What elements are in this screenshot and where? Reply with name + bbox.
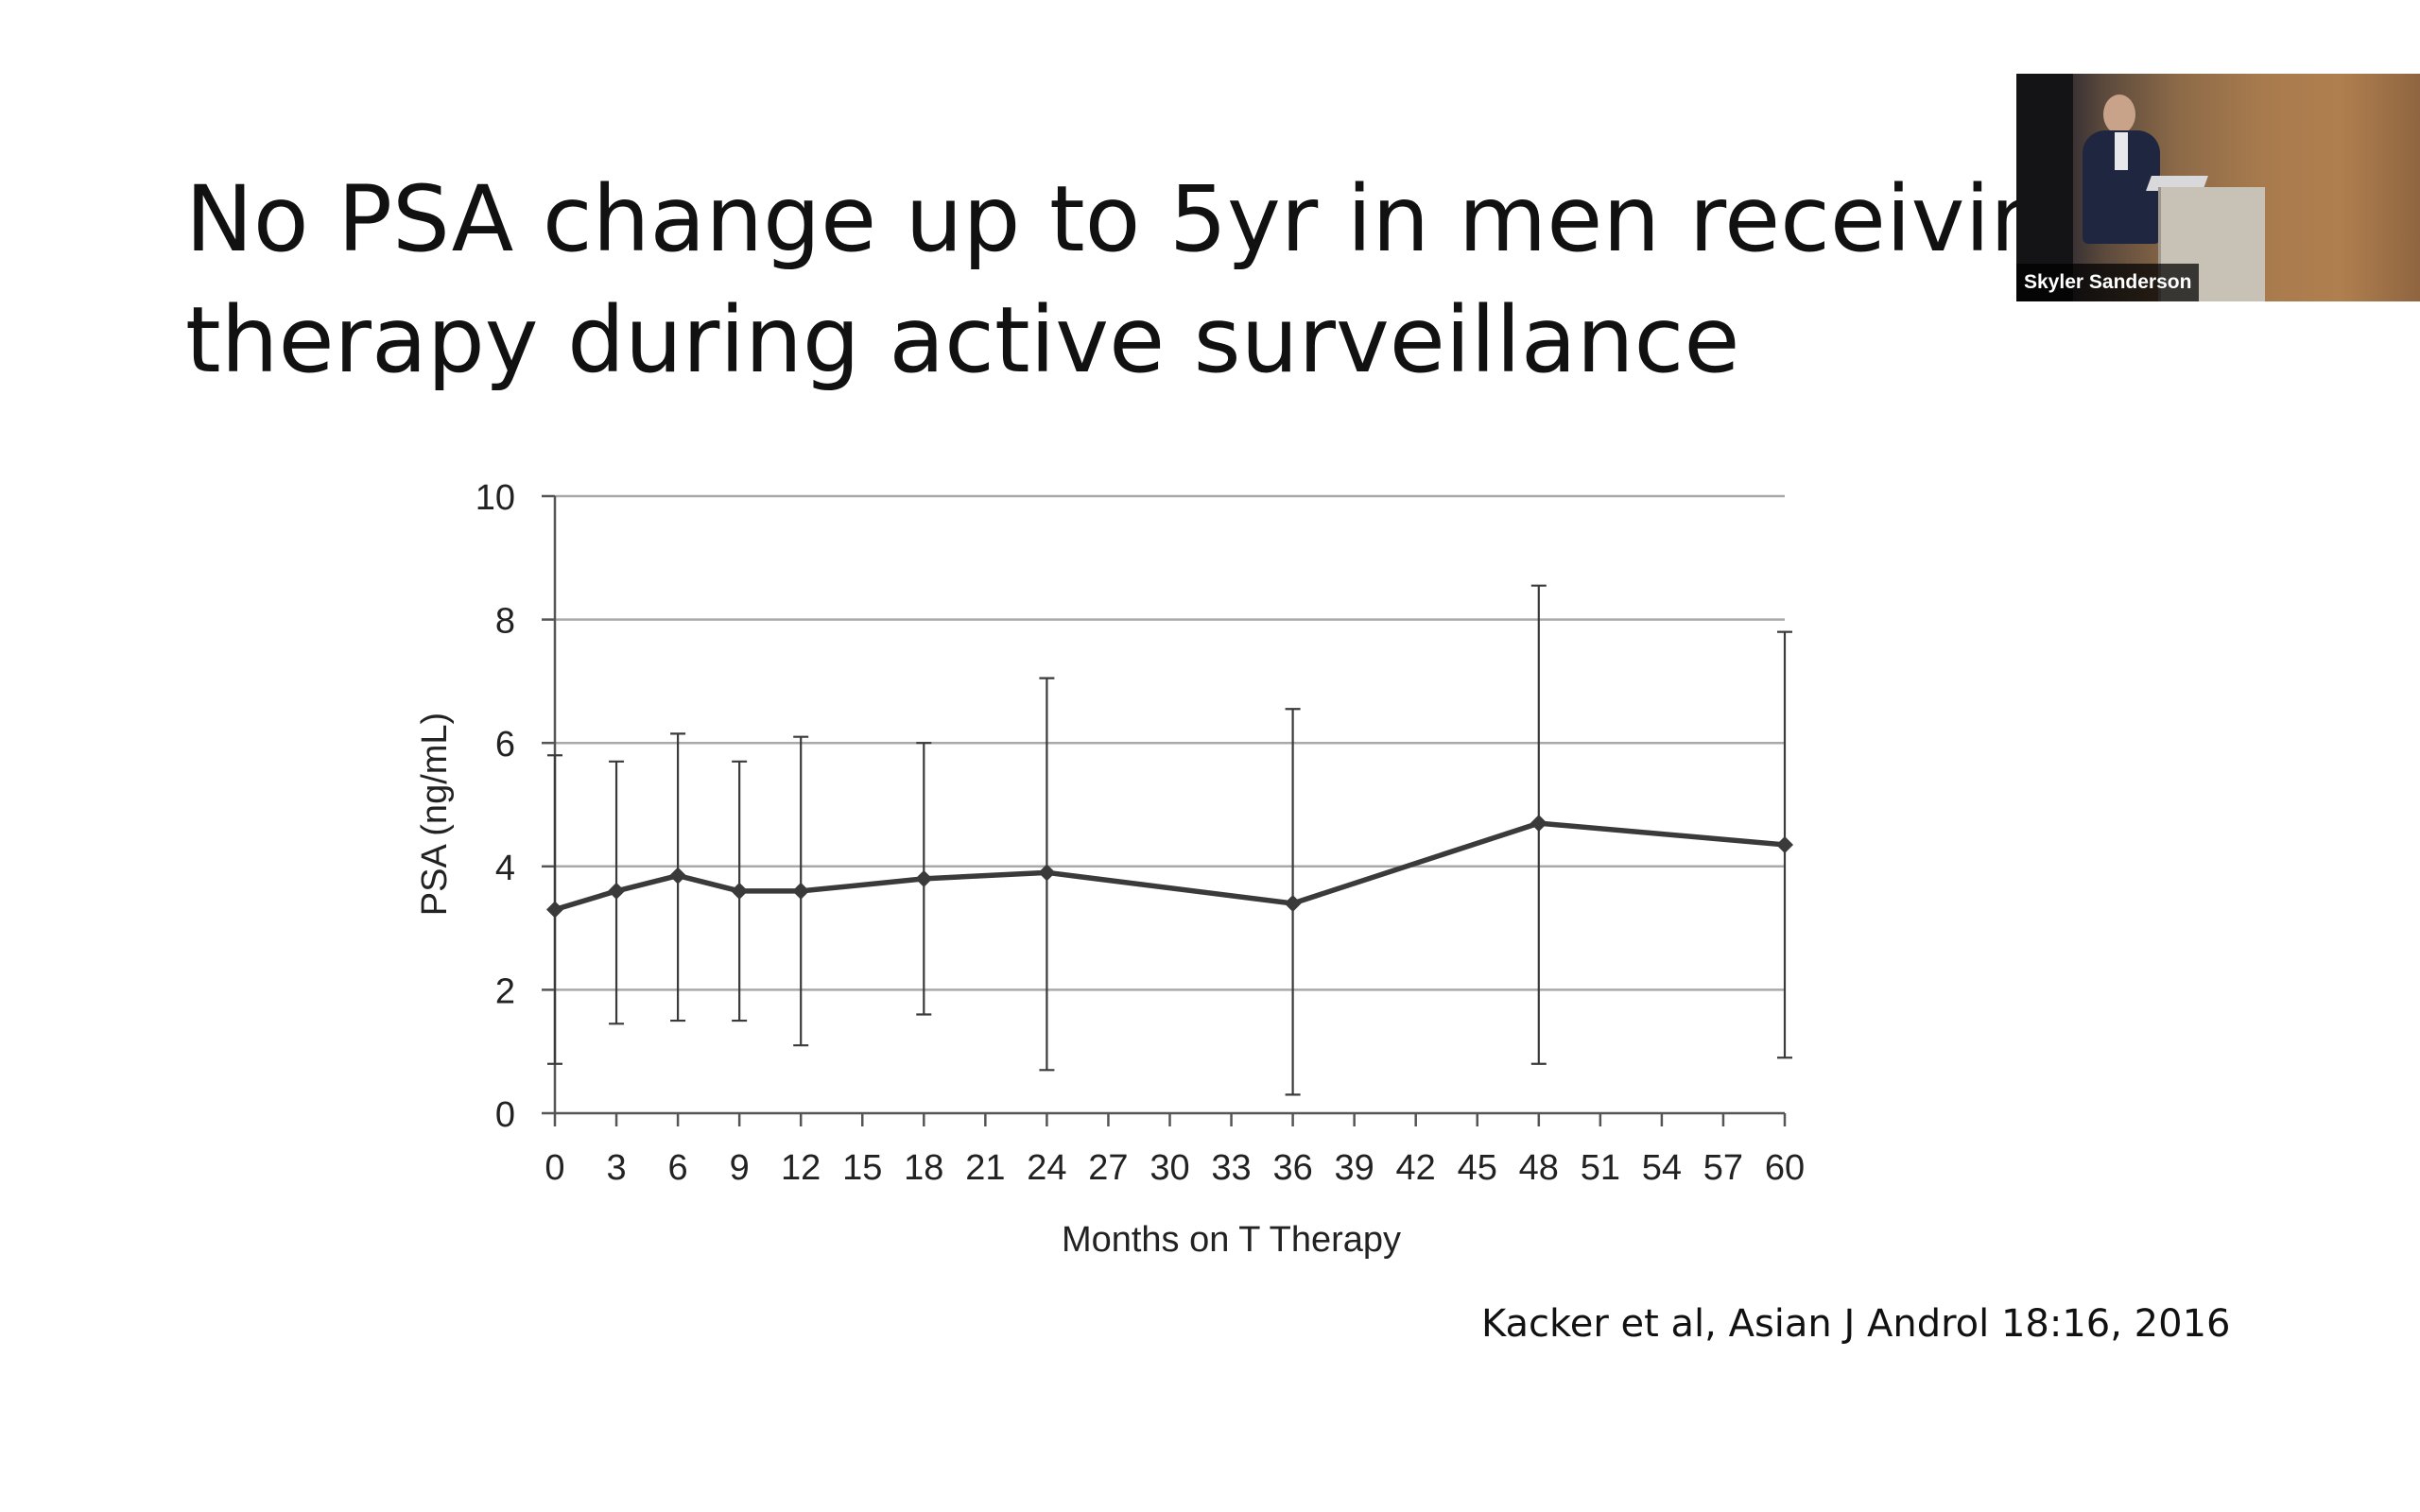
data-point bbox=[608, 882, 626, 900]
data-point bbox=[915, 869, 933, 887]
speaker-shirt bbox=[2115, 132, 2128, 170]
data-point bbox=[1530, 815, 1547, 833]
x-tick-label: 45 bbox=[1458, 1148, 1497, 1188]
x-tick-label: 33 bbox=[1211, 1148, 1251, 1188]
data-point bbox=[546, 901, 563, 919]
x-tick-label: 27 bbox=[1088, 1148, 1128, 1188]
x-tick-label: 54 bbox=[1642, 1148, 1682, 1188]
series-line bbox=[554, 820, 1786, 913]
x-tick-label: 39 bbox=[1335, 1148, 1374, 1188]
x-tick-label: 57 bbox=[1703, 1148, 1743, 1188]
x-tick-label: 9 bbox=[730, 1148, 750, 1188]
x-tick-label: 0 bbox=[544, 1148, 564, 1188]
x-tick-label: 18 bbox=[904, 1148, 943, 1188]
slide-title: No PSA change up to 5yr in men receiving… bbox=[185, 159, 2105, 401]
x-tick-label: 24 bbox=[1027, 1148, 1066, 1188]
data-point bbox=[1776, 835, 1793, 853]
data-point bbox=[1038, 864, 1056, 882]
x-tick-label: 48 bbox=[1519, 1148, 1559, 1188]
slide-title-line-2: therapy during active surveillance bbox=[185, 287, 1740, 393]
x-tick-label: 3 bbox=[606, 1148, 626, 1188]
x-tick-label: 21 bbox=[965, 1148, 1005, 1188]
y-tick-label: 4 bbox=[495, 849, 515, 888]
y-tick-label: 0 bbox=[495, 1095, 515, 1135]
x-axis-label: Months on T Therapy bbox=[1062, 1220, 1401, 1260]
y-tick-label: 8 bbox=[495, 602, 515, 642]
x-tick-label: 51 bbox=[1581, 1148, 1620, 1188]
x-tick-label: 30 bbox=[1150, 1148, 1189, 1188]
x-tick-label: 36 bbox=[1272, 1148, 1312, 1188]
x-tick-label: 60 bbox=[1765, 1148, 1805, 1188]
slide-title-line-1: No PSA change up to 5yr in men receiving bbox=[185, 166, 2105, 272]
participant-name-badge: Skyler Sanderson bbox=[2016, 264, 2200, 301]
data-point bbox=[792, 882, 810, 900]
data-point bbox=[669, 867, 687, 885]
data-point bbox=[731, 882, 749, 900]
y-axis-label: PSA (ng/mL) bbox=[415, 713, 455, 916]
y-tick-label: 6 bbox=[495, 725, 515, 765]
y-tick-label: 2 bbox=[495, 971, 515, 1011]
video-curtain bbox=[2016, 74, 2073, 301]
x-tick-label: 42 bbox=[1396, 1148, 1436, 1188]
participant-video-tile[interactable]: Skyler Sanderson bbox=[2016, 74, 2420, 301]
x-tick-label: 12 bbox=[781, 1148, 821, 1188]
y-tick-label: 10 bbox=[475, 478, 515, 518]
x-tick-label: 15 bbox=[842, 1148, 882, 1188]
speaker-head bbox=[2103, 94, 2135, 134]
x-tick-label: 6 bbox=[668, 1148, 688, 1188]
data-point bbox=[1284, 894, 1302, 912]
citation: Kacker et al, Asian J Androl 18:16, 2016 bbox=[1481, 1302, 2231, 1346]
